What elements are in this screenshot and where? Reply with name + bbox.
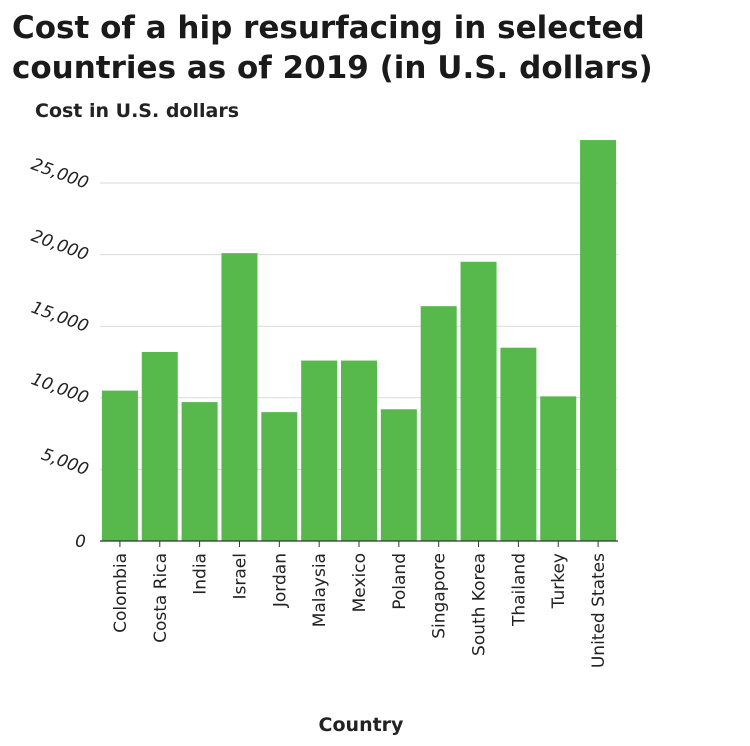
bar bbox=[540, 396, 577, 541]
x-tick-label: Malaysia bbox=[310, 553, 330, 627]
x-tick-label: Costa Rica bbox=[151, 553, 171, 643]
bar bbox=[380, 409, 417, 541]
bar bbox=[181, 402, 218, 541]
x-tick-label: Mexico bbox=[350, 553, 370, 612]
bar bbox=[301, 360, 338, 541]
x-tick-label: South Korea bbox=[470, 553, 490, 656]
x-tick-label: Turkey bbox=[549, 553, 569, 609]
x-tick-label: Thailand bbox=[509, 553, 529, 627]
bar bbox=[261, 412, 298, 541]
y-tick-label: 10,000 bbox=[28, 369, 91, 408]
bar bbox=[580, 140, 617, 542]
y-tick-label: 5,000 bbox=[39, 445, 92, 480]
y-tick-label: 20,000 bbox=[28, 226, 91, 265]
x-tick-label: Jordan bbox=[270, 553, 290, 608]
x-tick-label: Israel bbox=[230, 553, 250, 599]
x-tick-label: India bbox=[191, 553, 211, 595]
chart-title: Cost of a hip resurfacing in selected co… bbox=[12, 10, 653, 86]
y-axis-title: Cost in U.S. dollars bbox=[35, 100, 239, 122]
y-tick-label: 25,000 bbox=[28, 155, 91, 194]
bar bbox=[341, 360, 377, 541]
x-tick-labels: Colombia Costa Rica India Israel Jordan Malay… bbox=[111, 553, 609, 668]
x-tick-label: Poland bbox=[390, 553, 410, 610]
bar bbox=[420, 306, 457, 541]
bar bbox=[101, 390, 138, 541]
x-tick-label: Singapore bbox=[430, 553, 450, 639]
bar bbox=[141, 351, 178, 541]
x-tick-label: United States bbox=[589, 553, 609, 668]
y-tick-labels: 0 5,000 10,000 15,000 20,000 25,000 bbox=[28, 155, 91, 552]
y-tick-label: 0 bbox=[75, 532, 86, 552]
y-tick-label: 15,000 bbox=[28, 298, 91, 337]
bars bbox=[101, 140, 617, 542]
x-tick-label: Colombia bbox=[111, 553, 131, 633]
bar bbox=[221, 253, 258, 541]
x-axis bbox=[100, 540, 618, 547]
bar bbox=[460, 261, 497, 541]
bar bbox=[500, 347, 537, 541]
x-axis-title: Country bbox=[319, 714, 405, 736]
